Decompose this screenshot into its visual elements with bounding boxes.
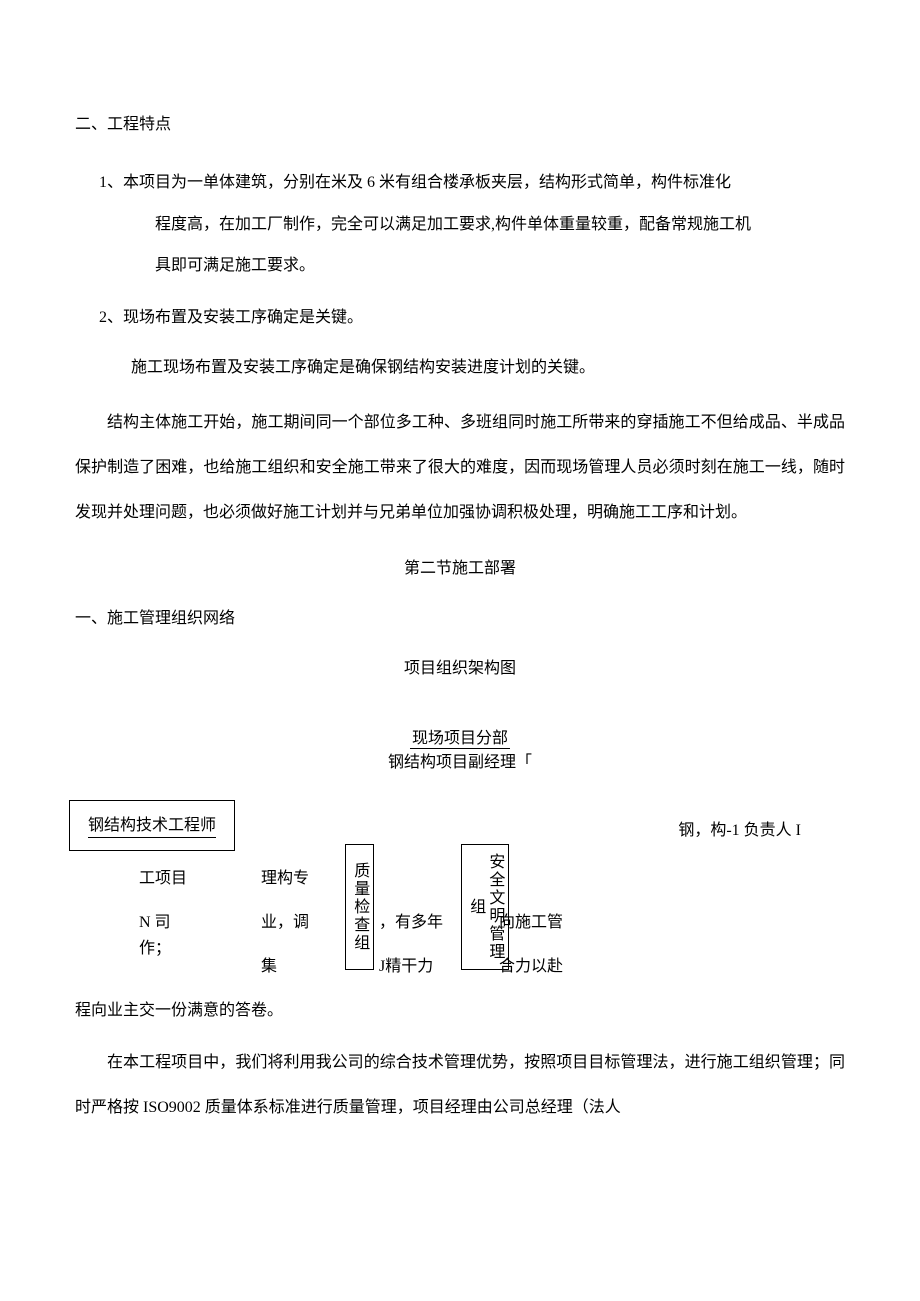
diagram-fragment: 集 xyxy=(261,952,277,976)
list-item-1-line2: 程度高，在加工厂制作，完全可以满足加工要求,构件单体重量较重，配备常规施工机 xyxy=(99,204,845,246)
diagram-fragment: 业，调 xyxy=(261,908,309,932)
diagram-vertical-box-quality: 质量检查组 xyxy=(345,844,374,970)
list-item-1: 1、本项目为一单体建筑，分别在米及 6 米有组合楼承板夹层，结构形式简单，构件标… xyxy=(99,162,845,287)
document-page: 二、工程特点 1、本项目为一单体建筑，分别在米及 6 米有组合楼承板夹层，结构形… xyxy=(0,0,920,1177)
paragraph-b: 结构主体施工开始，施工期间同一个部位多工种、多班组同时施工所带来的穿插施工不但给… xyxy=(75,401,845,535)
diagram-left-box: 钢结构技术工程师 xyxy=(69,800,235,851)
section-2-title: 第二节施工部署 xyxy=(75,554,845,578)
tail-line: 程向业主交一份满意的答卷。 xyxy=(75,990,845,1032)
paragraph-c: 在本工程项目中，我们将利用我公司的综合技术管理优势，按照项目目标管理法，进行施工… xyxy=(75,1041,845,1131)
list-item-1-line3: 具即可满足施工要求。 xyxy=(99,245,845,287)
heading-features: 二、工程特点 xyxy=(75,110,845,134)
diagram-fragment: 理构专 xyxy=(261,864,309,888)
list-item-1-line1: 1、本项目为一单体建筑，分别在米及 6 米有组合楼承板夹层，结构形式简单，构件标… xyxy=(99,174,731,191)
diagram-fragment: ，有多年 xyxy=(379,908,443,932)
diagram-fragment: J精干力 xyxy=(379,952,433,976)
org-chart-diagram: 现场项目分部 钢结构项目副经理「 钢结构技术工程师 钢，构-1 负责人 I 质量… xyxy=(75,724,845,984)
heading-org: 一、施工管理组织网络 xyxy=(75,604,845,628)
diagram-right-label: 钢，构-1 负责人 I xyxy=(678,816,801,840)
diagram-fragment: 工项目 xyxy=(139,864,187,888)
diagram-fragment: N 司 xyxy=(139,908,171,932)
diagram-fragment: 向施工管 xyxy=(499,908,563,932)
diagram-top-sub: 钢结构项目副经理「 xyxy=(388,748,532,772)
list-item-2: 2、现场布置及安装工序确定是关键。 xyxy=(99,297,845,339)
org-chart-title: 项目组织架构图 xyxy=(75,654,845,678)
diagram-fragment: 合力以赴 xyxy=(499,952,563,976)
diagram-fragment: 作； xyxy=(139,934,171,958)
diagram-top-box: 现场项目分部 xyxy=(410,724,510,749)
diagram-left-box-label: 钢结构技术工程师 xyxy=(88,811,216,838)
paragraph-a: 施工现场布置及安装工序确定是确保钢结构安装进度计划的关键。 xyxy=(75,346,845,391)
